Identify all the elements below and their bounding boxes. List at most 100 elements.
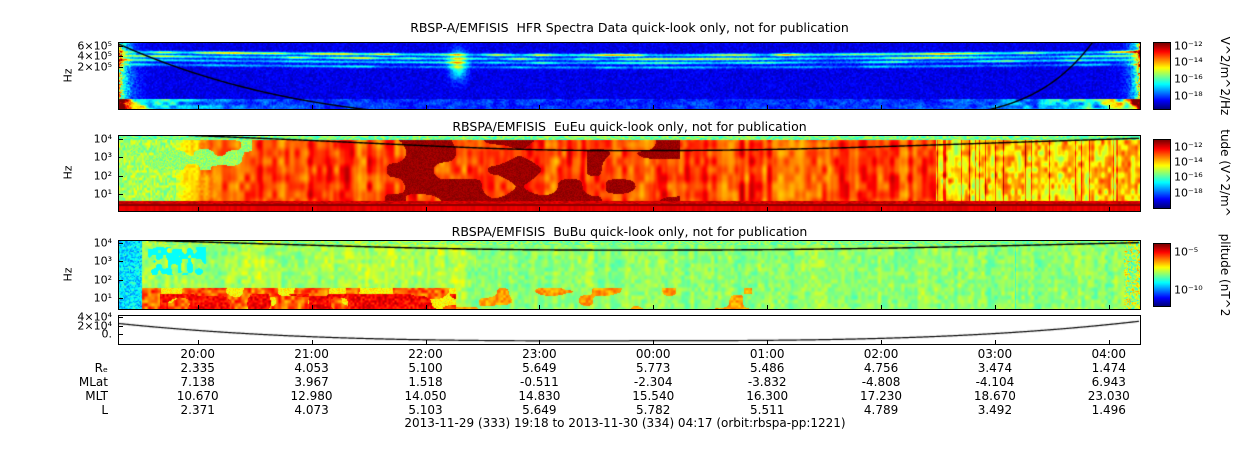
time-tick-mark: [311, 305, 313, 309]
time-tick-mark: [653, 340, 655, 344]
ephemeris-value: 2.371: [180, 403, 215, 417]
time-tick-mark: [767, 207, 769, 211]
hfr-colorbar-unit-label: V^2/m^2/Hz: [1218, 36, 1232, 116]
time-tick-label: 03:00: [977, 347, 1013, 361]
time-tick-mark: [767, 305, 769, 309]
ephemeris-value: 4.053: [294, 361, 329, 375]
ephemeris-value: 3.492: [977, 403, 1013, 417]
time-tick-mark: [539, 340, 541, 344]
y-tick-mark: [118, 242, 123, 244]
bubu-spectrogram-canvas: [119, 241, 1140, 309]
time-tick-mark: [881, 305, 883, 309]
time-tick-mark: [994, 105, 996, 109]
time-tick-mark: [994, 305, 996, 309]
time-tick-mark: [197, 105, 199, 109]
time-tick-mark: [653, 207, 655, 211]
orbit-line-panel: [118, 315, 1141, 345]
time-tick-mark: [1108, 340, 1110, 344]
eueu-colorbar-unit-label: tude (V^2/m^: [1218, 129, 1232, 217]
time-tick-mark: [653, 105, 655, 109]
y-tick-mark: [118, 325, 123, 327]
bubu-colorbar-gradient: [1154, 244, 1170, 306]
ephemeris-value: 5.649: [522, 403, 557, 417]
ephemeris-value: -0.511: [520, 375, 559, 389]
ephemeris-value: -3.832: [747, 375, 787, 389]
bubu-colorbar-unit-label: plitude (nT^2: [1218, 233, 1232, 317]
y-tick-label: 10³: [93, 254, 112, 268]
y-tick-mark: [118, 261, 123, 262]
hfr-colorbar-gradient: [1154, 43, 1170, 109]
ephemeris-value: 5.486: [750, 361, 785, 375]
orbit-line-canvas: [119, 316, 1140, 344]
ephemeris-value: 10.670: [176, 389, 219, 403]
colorbar-tick-label: 10⁻¹⁶: [1174, 72, 1203, 86]
ephemeris-value: 18.670: [973, 389, 1016, 403]
y-tick-label: 10³: [93, 150, 112, 164]
y-tick-mark: [118, 138, 123, 140]
time-tick-mark: [311, 105, 313, 109]
y-tick-label: 4×10⁴: [77, 310, 112, 324]
y-tick-label: 4×10⁵: [77, 49, 112, 63]
y-tick-mark: [118, 317, 123, 319]
y-tick-label: 2×10⁵: [77, 60, 112, 74]
colorbar-tick-label: 10⁻¹⁰: [1174, 283, 1203, 297]
colorbar-tick-label: 10⁻⁵: [1174, 245, 1199, 259]
ephemeris-value: 5.511: [750, 403, 785, 417]
time-tick-mark: [767, 340, 769, 344]
ephemeris-value: 7.138: [180, 375, 215, 389]
time-tick-mark: [881, 207, 883, 211]
ephemeris-row-label: MLat: [78, 375, 108, 389]
time-tick-mark: [994, 340, 996, 344]
colorbar-tick-label: 10⁻¹⁴: [1174, 55, 1203, 69]
y-tick-mark: [118, 279, 123, 281]
y-tick-label: 10⁴: [93, 132, 112, 146]
ephemeris-value: 4.073: [294, 403, 329, 417]
y-tick-label: 10²: [93, 273, 112, 287]
hfr-title: RBSP-A/EMFISIS HFR Spectra Data quick-lo…: [410, 20, 849, 35]
y-tick-label: 0.: [101, 327, 113, 341]
time-tick-mark: [425, 340, 427, 344]
y-tick-mark: [118, 67, 123, 69]
time-tick-mark: [197, 207, 199, 211]
time-tick-mark: [1108, 305, 1110, 309]
bubu-colorbar: [1153, 243, 1171, 307]
time-tick-mark: [539, 305, 541, 309]
hfr-colorbar: [1153, 42, 1171, 110]
time-tick-mark: [425, 305, 427, 309]
colorbar-tick-label: 10⁻¹⁴: [1174, 155, 1203, 169]
ephemeris-value: 16.300: [746, 389, 789, 403]
ephemeris-value: 3.967: [294, 375, 329, 389]
time-tick-mark: [881, 340, 883, 344]
time-tick-mark: [653, 305, 655, 309]
time-tick-mark: [197, 340, 199, 344]
time-tick-mark: [197, 305, 199, 309]
y-tick-mark: [118, 46, 123, 48]
ephemeris-value: 17.230: [860, 389, 903, 403]
time-tick-label: 22:00: [408, 347, 443, 361]
eueu-spectrogram-canvas: [119, 136, 1140, 211]
ephemeris-value: 14.830: [518, 389, 561, 403]
colorbar-tick-label: 10⁻¹²: [1174, 39, 1203, 53]
ephemeris-value: -2.304: [633, 375, 673, 389]
y-tick-mark: [118, 55, 123, 57]
time-range-caption: 2013-11-29 (333) 19:18 to 2013-11-30 (33…: [404, 416, 846, 430]
ephemeris-value: 23.030: [1087, 389, 1130, 403]
ephemeris-value: 5.100: [408, 361, 443, 375]
time-tick-mark: [539, 207, 541, 211]
y-tick-label: 6×10⁵: [77, 39, 112, 53]
ephemeris-value: 6.943: [1091, 375, 1126, 389]
y-tick-label: 10⁴: [93, 236, 112, 250]
bubu-title: RBSPA/EMFISIS BuBu quick-look only, not …: [451, 224, 808, 239]
time-tick-label: 21:00: [294, 347, 329, 361]
y-tick-mark: [118, 175, 123, 177]
eueu-title: RBSPA/EMFISIS EuEu quick-look only, not …: [452, 119, 807, 134]
hfr-spectrogram-panel: [118, 42, 1141, 110]
time-tick-mark: [425, 207, 427, 211]
time-tick-mark: [994, 207, 996, 211]
time-tick-mark: [425, 105, 427, 109]
y-tick-mark: [118, 194, 123, 196]
y-tick-label: 2×10⁴: [77, 319, 112, 332]
y-tick-mark: [118, 333, 123, 335]
eueu-colorbar: [1153, 139, 1171, 209]
